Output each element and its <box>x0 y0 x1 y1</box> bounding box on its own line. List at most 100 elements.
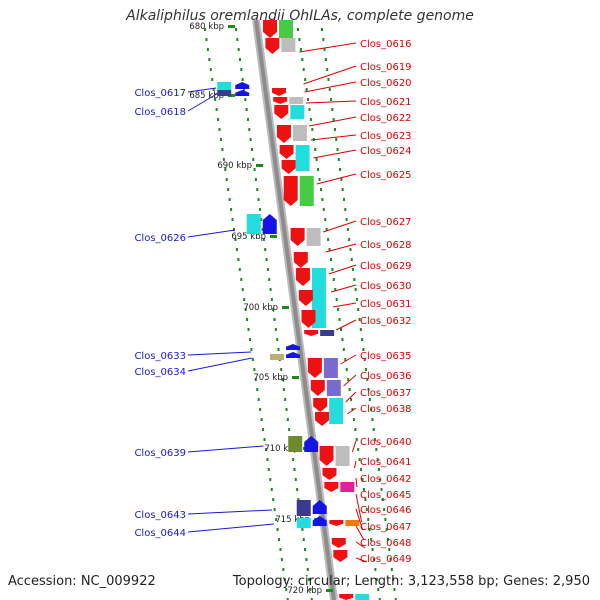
gene-box[interactable] <box>217 90 232 96</box>
gene-arrow[interactable] <box>286 344 301 350</box>
guide-dot <box>304 78 307 81</box>
gene-label-clos_0649[interactable]: Clos_0649 <box>360 554 412 565</box>
gene-label-clos_0629[interactable]: Clos_0629 <box>360 261 412 272</box>
gene-arrow[interactable] <box>315 412 330 426</box>
gene-box[interactable] <box>288 436 303 452</box>
gene-arrow[interactable] <box>319 446 334 466</box>
gene-box[interactable] <box>246 214 261 234</box>
gene-label-clos_0639[interactable]: Clos_0639 <box>134 448 186 459</box>
gene-label-clos_0628[interactable]: Clos_0628 <box>360 240 412 251</box>
gene-arrow[interactable] <box>312 516 327 526</box>
gene-arrow[interactable] <box>263 20 277 38</box>
gene-arrow[interactable] <box>307 358 322 378</box>
gene-label-clos_0643[interactable]: Clos_0643 <box>134 510 186 521</box>
gene-label-clos_0647[interactable]: Clos_0647 <box>360 522 412 533</box>
gene-arrow[interactable] <box>298 290 313 306</box>
gene-box[interactable] <box>296 500 311 516</box>
gene-arrow[interactable] <box>304 436 319 452</box>
gene-arrow[interactable] <box>286 352 301 358</box>
gene-box[interactable] <box>295 145 310 171</box>
gene-box[interactable] <box>340 482 355 492</box>
gene-arrow[interactable] <box>290 228 305 246</box>
gene-label-clos_0631[interactable]: Clos_0631 <box>360 299 412 310</box>
gene-label-clos_0642[interactable]: Clos_0642 <box>360 474 412 485</box>
gene-label-clos_0637[interactable]: Clos_0637 <box>360 388 412 399</box>
gene-arrow[interactable] <box>339 594 354 600</box>
gene-arrow[interactable] <box>272 88 287 96</box>
gene-arrow[interactable] <box>283 176 298 206</box>
gene-box[interactable] <box>320 330 335 336</box>
gene-box[interactable] <box>335 446 350 466</box>
gene-arrow[interactable] <box>310 380 325 396</box>
accession-text: Accession: NC_009922 <box>8 574 156 589</box>
gene-box[interactable] <box>270 354 285 360</box>
gene-arrow[interactable] <box>331 538 346 548</box>
gene-arrow[interactable] <box>293 252 308 268</box>
gene-arrow[interactable] <box>279 145 294 159</box>
gene-label-clos_0624[interactable]: Clos_0624 <box>360 146 412 157</box>
gene-label-clos_0621[interactable]: Clos_0621 <box>360 97 412 108</box>
gene-arrow[interactable] <box>304 330 319 336</box>
gene-label-clos_0617[interactable]: Clos_0617 <box>134 88 186 99</box>
gene-arrow[interactable] <box>281 160 296 174</box>
gene-label-clos_0646[interactable]: Clos_0646 <box>360 505 412 516</box>
gene-label-clos_0616[interactable]: Clos_0616 <box>360 39 412 50</box>
gene-label-clos_0630[interactable]: Clos_0630 <box>360 281 412 292</box>
gene-box[interactable] <box>326 380 341 396</box>
gene-arrow[interactable] <box>312 500 327 514</box>
gene-box[interactable] <box>281 38 296 52</box>
gene-label-clos_0627[interactable]: Clos_0627 <box>360 217 412 228</box>
gene-box[interactable] <box>289 97 304 104</box>
gene-box[interactable] <box>292 125 307 141</box>
gene-arrow[interactable] <box>333 550 348 562</box>
gene-arrow[interactable] <box>322 468 337 480</box>
gene-box[interactable] <box>345 520 360 526</box>
gene-label-clos_0620[interactable]: Clos_0620 <box>360 78 412 89</box>
gene-label-clos_0625[interactable]: Clos_0625 <box>360 170 412 181</box>
guide-dot <box>388 548 391 551</box>
gene-box[interactable] <box>299 176 314 206</box>
gene-label-clos_0632[interactable]: Clos_0632 <box>360 316 412 327</box>
gene-label-clos_0636[interactable]: Clos_0636 <box>360 371 412 382</box>
gene-label-clos_0623[interactable]: Clos_0623 <box>360 131 412 142</box>
gene-label-clos_0640[interactable]: Clos_0640 <box>360 437 412 448</box>
gene-label-clos_0618[interactable]: Clos_0618 <box>134 107 186 118</box>
gene-arrow[interactable] <box>265 38 280 54</box>
gene-box[interactable] <box>217 82 232 90</box>
gene-box[interactable] <box>296 518 311 528</box>
guide-dot <box>362 348 365 351</box>
gene-label-clos_0633[interactable]: Clos_0633 <box>134 351 186 362</box>
guide-dot <box>285 588 288 591</box>
gene-arrow[interactable] <box>276 125 291 143</box>
gene-features[interactable] <box>217 20 370 600</box>
gene-label-clos_0635[interactable]: Clos_0635 <box>360 351 412 362</box>
gene-label-clos_0648[interactable]: Clos_0648 <box>360 538 412 549</box>
gene-label-clos_0638[interactable]: Clos_0638 <box>360 404 412 415</box>
gene-label-clos_0641[interactable]: Clos_0641 <box>360 457 412 468</box>
gene-arrow[interactable] <box>301 310 316 328</box>
gene-label-clos_0619[interactable]: Clos_0619 <box>360 62 412 73</box>
gene-label-clos_0622[interactable]: Clos_0622 <box>360 113 412 124</box>
gene-labels[interactable]: Clos_0616 Clos_0619 Clos_0620 Clos_0621 Clos… <box>134 39 411 565</box>
gene-box[interactable] <box>355 594 370 600</box>
guide-dot <box>341 338 344 341</box>
gene-arrow[interactable] <box>262 214 277 234</box>
gene-box[interactable] <box>323 358 338 378</box>
gene-arrow[interactable] <box>329 520 344 526</box>
gene-label-clos_0645[interactable]: Clos_0645 <box>360 490 412 501</box>
gene-box[interactable] <box>290 105 305 119</box>
gene-arrow[interactable] <box>274 105 289 119</box>
gene-arrow[interactable] <box>235 90 250 96</box>
gene-label-clos_0644[interactable]: Clos_0644 <box>134 528 186 539</box>
gene-arrow[interactable] <box>313 398 328 412</box>
gene-box[interactable] <box>279 20 293 38</box>
gene-arrow[interactable] <box>235 82 250 89</box>
gene-box[interactable] <box>306 228 321 246</box>
gene-label-clos_0634[interactable]: Clos_0634 <box>134 367 186 378</box>
gene-box[interactable] <box>329 398 344 424</box>
gene-arrow[interactable] <box>295 268 310 286</box>
gene-arrow[interactable] <box>273 97 288 104</box>
gene-arrow[interactable] <box>324 482 339 492</box>
gene-label-clos_0626[interactable]: Clos_0626 <box>134 233 186 244</box>
